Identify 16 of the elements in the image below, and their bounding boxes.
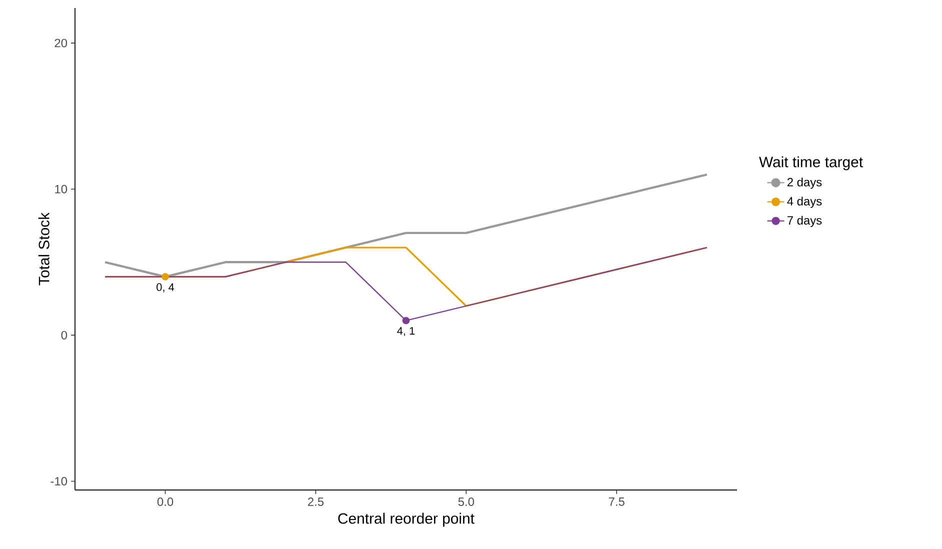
y-axis-title: Total Stock: [38, 212, 50, 286]
x-tick-label: 2.5: [308, 498, 324, 506]
x-tick-label: 0.0: [157, 498, 174, 506]
legend-label: 4 days: [787, 196, 822, 208]
annotation: 4, 1: [397, 327, 415, 336]
x-axis-title: Central reorder point: [338, 512, 474, 527]
legend-label: 2 days: [787, 178, 822, 189]
annotation: 0, 4: [156, 283, 174, 292]
y-tick-label: 20: [54, 38, 68, 48]
legend-title: Wait time target: [759, 156, 863, 170]
legend-label: 7 days: [787, 216, 822, 227]
x-tick-label: 7.5: [608, 498, 624, 506]
y-tick-label: 10: [55, 184, 68, 194]
y-tick-label: 0: [61, 330, 68, 340]
y-tick-label: -10: [50, 477, 68, 486]
x-tick-label: 5.0: [458, 498, 474, 506]
